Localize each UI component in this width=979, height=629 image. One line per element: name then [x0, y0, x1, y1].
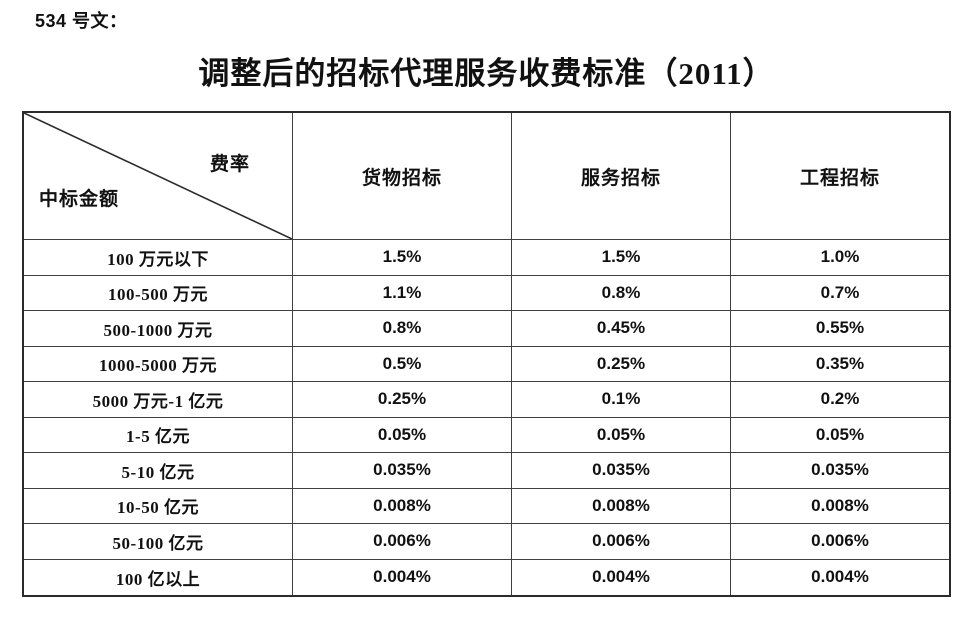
amount-cell: 5-10 亿元	[24, 453, 293, 489]
page-title: 调整后的招标代理服务收费标准（2011）	[198, 56, 775, 91]
diagonal-divider-line	[24, 113, 292, 239]
rate-cell-goods: 1.1%	[293, 275, 512, 311]
rate-cell-engineering: 1.0%	[731, 240, 949, 276]
rate-cell-engineering: 0.008%	[731, 489, 949, 524]
rate-cell-goods: 0.008%	[293, 488, 512, 524]
rate-cell-engineering: 0.006%	[731, 524, 949, 560]
rate-cell-engineering: 0.004%	[811, 567, 869, 587]
rate-cell-service: 0.8%	[512, 275, 731, 311]
column-header-engineering: 工程招标	[731, 113, 949, 240]
amount-cell: 100-500 万元	[24, 275, 293, 311]
rate-cell-service: 0.008%	[512, 488, 731, 524]
rate-cell-service: 0.035%	[512, 453, 731, 489]
amount-cell: 1-5 亿元	[24, 417, 293, 453]
rate-cell-engineering: 0.2%	[731, 382, 949, 418]
fee-standard-table: 费率 中标金额 货物招标 服务招标 工程招标 100 万元以下 1.5% 1.5…	[22, 111, 951, 597]
amount-cell: 100 万元以下	[24, 240, 293, 276]
document-number-label: 534 号文：	[35, 11, 128, 31]
rate-cell-engineering: 0.7%	[731, 276, 949, 311]
rate-cell-service: 1.5%	[512, 240, 731, 276]
rate-cell-goods: 0.25%	[293, 382, 512, 418]
rate-cell-service: 0.006%	[512, 524, 731, 560]
amount-cell: 1000-5000 万元	[24, 346, 293, 382]
rate-cell-engineering: 0.05%	[731, 418, 949, 453]
table-corner-cell: 费率 中标金额	[24, 113, 293, 240]
amount-cell: 10-50 亿元	[24, 488, 293, 524]
rate-cell-service: 0.004%	[512, 559, 731, 595]
rate-cell-goods: 0.006%	[293, 524, 512, 560]
rate-cell-engineering: 0.55%	[731, 311, 949, 347]
corner-amount-label: 中标金额	[39, 189, 120, 210]
amount-cell: 50-100 亿元	[24, 524, 293, 560]
amount-cell: 5000 万元-1 亿元	[24, 382, 293, 418]
rate-cell-goods: 0.5%	[293, 346, 512, 382]
rate-cell-goods: 0.05%	[293, 417, 512, 453]
rate-cell-goods: 0.004%	[293, 559, 512, 595]
column-header-service: 服务招标	[512, 113, 731, 240]
rate-cell-engineering: 0.035%	[731, 453, 949, 489]
rate-cell-goods: 0.035%	[293, 453, 512, 489]
column-header-goods: 货物招标	[293, 113, 512, 240]
amount-cell: 500-1000 万元	[24, 311, 293, 347]
rate-cell-service: 0.1%	[512, 382, 731, 418]
amount-cell: 100 亿以上	[24, 559, 293, 595]
rate-cell-service: 0.25%	[512, 346, 731, 382]
rate-cell-goods: 1.5%	[293, 240, 512, 276]
rate-cell-goods: 0.8%	[293, 311, 512, 347]
rate-cell-service: 0.05%	[512, 417, 731, 453]
rate-cell-service: 0.45%	[512, 311, 731, 347]
corner-fee-rate-label: 费率	[209, 154, 250, 175]
rate-cell-engineering: 0.35%	[731, 347, 949, 382]
